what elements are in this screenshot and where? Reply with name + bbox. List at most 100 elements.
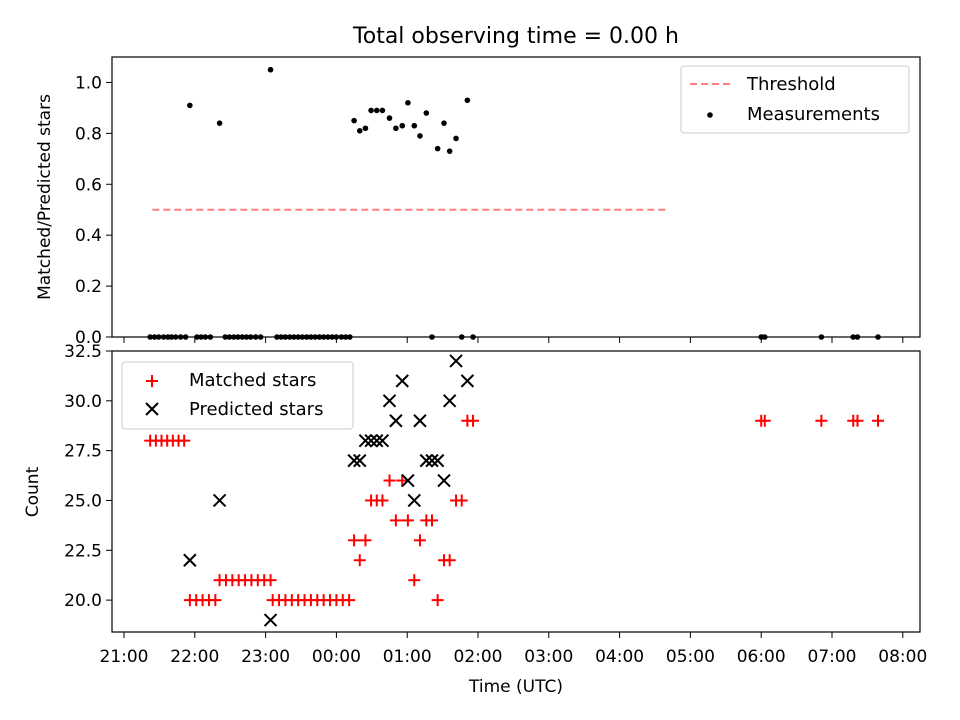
predicted-stars-point xyxy=(358,433,373,448)
measurements-point xyxy=(194,334,200,340)
x-tick-label: 01:00 xyxy=(383,647,432,667)
measurements-point xyxy=(818,334,825,340)
matched-stars-point xyxy=(815,414,828,427)
predicted-stars-point xyxy=(212,493,227,508)
measurements-point xyxy=(854,334,861,340)
x-tick-label: 05:00 xyxy=(666,647,715,667)
matched-stars-point xyxy=(425,514,438,527)
matched-stars-point xyxy=(872,414,885,427)
measurements-point xyxy=(182,334,189,340)
predicted-stars-point xyxy=(442,394,457,408)
measurements-point xyxy=(761,334,768,340)
matched-stars-point xyxy=(348,534,361,547)
matched-stars-point xyxy=(209,594,222,607)
measurements-point xyxy=(252,334,259,340)
predicted-stars-point xyxy=(347,453,361,468)
x-axis-label: Time (UTC) xyxy=(468,677,563,697)
ratio-panel-frame xyxy=(111,56,921,338)
ratio-legend-frame xyxy=(680,65,910,134)
measurements-point xyxy=(295,334,301,340)
predicted-stars-point xyxy=(183,553,197,567)
x-tick-label: 23:00 xyxy=(241,647,290,667)
measurements-point xyxy=(434,145,441,152)
count-y-tick-label: 27.5 xyxy=(64,442,102,462)
ratio-panel: 0.0 0.2 0.4 0.6 0.8 1.0 Matched/Predicted sta… xyxy=(35,56,921,348)
measurements-point xyxy=(338,334,345,340)
matched-stars-point xyxy=(383,474,396,487)
measurements-point xyxy=(458,334,465,340)
predicted-stars-point xyxy=(401,473,415,488)
measurements-point xyxy=(230,334,237,340)
measurements-point xyxy=(373,107,380,114)
measurements-point xyxy=(207,334,214,340)
measurements-point xyxy=(470,334,476,340)
predicted-stars-point xyxy=(395,374,409,388)
measurements-point xyxy=(386,115,393,121)
matched-stars-point xyxy=(408,574,421,587)
measurements-point xyxy=(202,334,209,340)
count-legend-frame xyxy=(121,361,354,430)
matched-stars-point xyxy=(851,414,864,427)
measurements-point xyxy=(464,97,471,104)
measurements-point xyxy=(267,66,274,73)
matched-stars-point xyxy=(431,594,444,607)
ratio-series xyxy=(147,66,881,340)
measurements-point xyxy=(329,334,335,340)
measurements-point xyxy=(325,334,331,340)
count-y-tick-label: 22.5 xyxy=(64,541,102,561)
measurements-point xyxy=(198,334,204,340)
count-y-tick-label: 20.0 xyxy=(64,591,102,611)
measurements-point xyxy=(423,110,430,116)
matched-stars-point xyxy=(178,434,191,447)
predicted-stars-point xyxy=(449,354,463,368)
measurements-point xyxy=(299,334,306,340)
measurements-legend-swatch xyxy=(707,112,713,118)
predicted-stars-point xyxy=(460,374,475,388)
measurements-point xyxy=(417,133,423,139)
measurements-point xyxy=(239,334,246,340)
measurements-point xyxy=(362,125,369,132)
measurements-point xyxy=(155,334,162,340)
predicted-stars-point xyxy=(353,453,367,468)
measurements-point xyxy=(875,334,881,340)
measurements-point xyxy=(446,148,453,154)
x-tick-label: 07:00 xyxy=(808,647,857,667)
ratio-y-tick-label: 0.0 xyxy=(75,328,102,348)
measurements-point xyxy=(411,122,418,129)
count-y-tick-label: 32.5 xyxy=(64,342,102,362)
count-panel-frame xyxy=(111,350,921,633)
count-y-tick-label: 25.0 xyxy=(64,491,102,511)
measurements-point xyxy=(177,334,184,340)
threshold-legend-label: Threshold xyxy=(746,74,836,95)
x-tick-label: 08:00 xyxy=(878,647,927,667)
count-panel: 20.0 22.5 25.0 27.5 30.0 32.5 21:00 22:00 23:00… xyxy=(23,342,927,697)
predicted-stars-point xyxy=(382,394,397,408)
matched-stars-point xyxy=(455,494,468,507)
measurements-point xyxy=(347,334,353,340)
measurements-point xyxy=(399,122,406,129)
ratio-legend: Threshold Measurements xyxy=(680,65,910,134)
predicted-stars-point xyxy=(375,433,390,448)
predicted-stars-point xyxy=(389,414,403,428)
measurements-point xyxy=(172,334,179,340)
x-tick-label: 22:00 xyxy=(170,647,219,667)
predicted-stars-point xyxy=(419,453,434,468)
ratio-y-tick-label: 1.0 xyxy=(75,73,102,93)
matched-stars-point xyxy=(353,554,366,567)
ratio-y-tick-label: 0.4 xyxy=(75,226,102,246)
matched-stars-point xyxy=(389,514,402,527)
measurements-point xyxy=(151,334,158,340)
time-x-axis: 21:00 22:00 23:00 00:00 01:00 02:00 03:00 04:00… xyxy=(100,632,927,667)
measurements-point xyxy=(333,334,340,340)
matched-stars-point xyxy=(343,594,356,607)
predicted-stars-point xyxy=(425,453,439,468)
measurements-point xyxy=(168,334,175,340)
measurements-point xyxy=(274,334,280,340)
measurements-point xyxy=(160,334,167,340)
measurements-point xyxy=(235,334,241,340)
matched-stars-point xyxy=(467,414,480,427)
measurements-point xyxy=(379,107,386,114)
ratio-y-tick-label: 0.8 xyxy=(75,124,102,144)
predicted-stars-point xyxy=(437,473,451,488)
